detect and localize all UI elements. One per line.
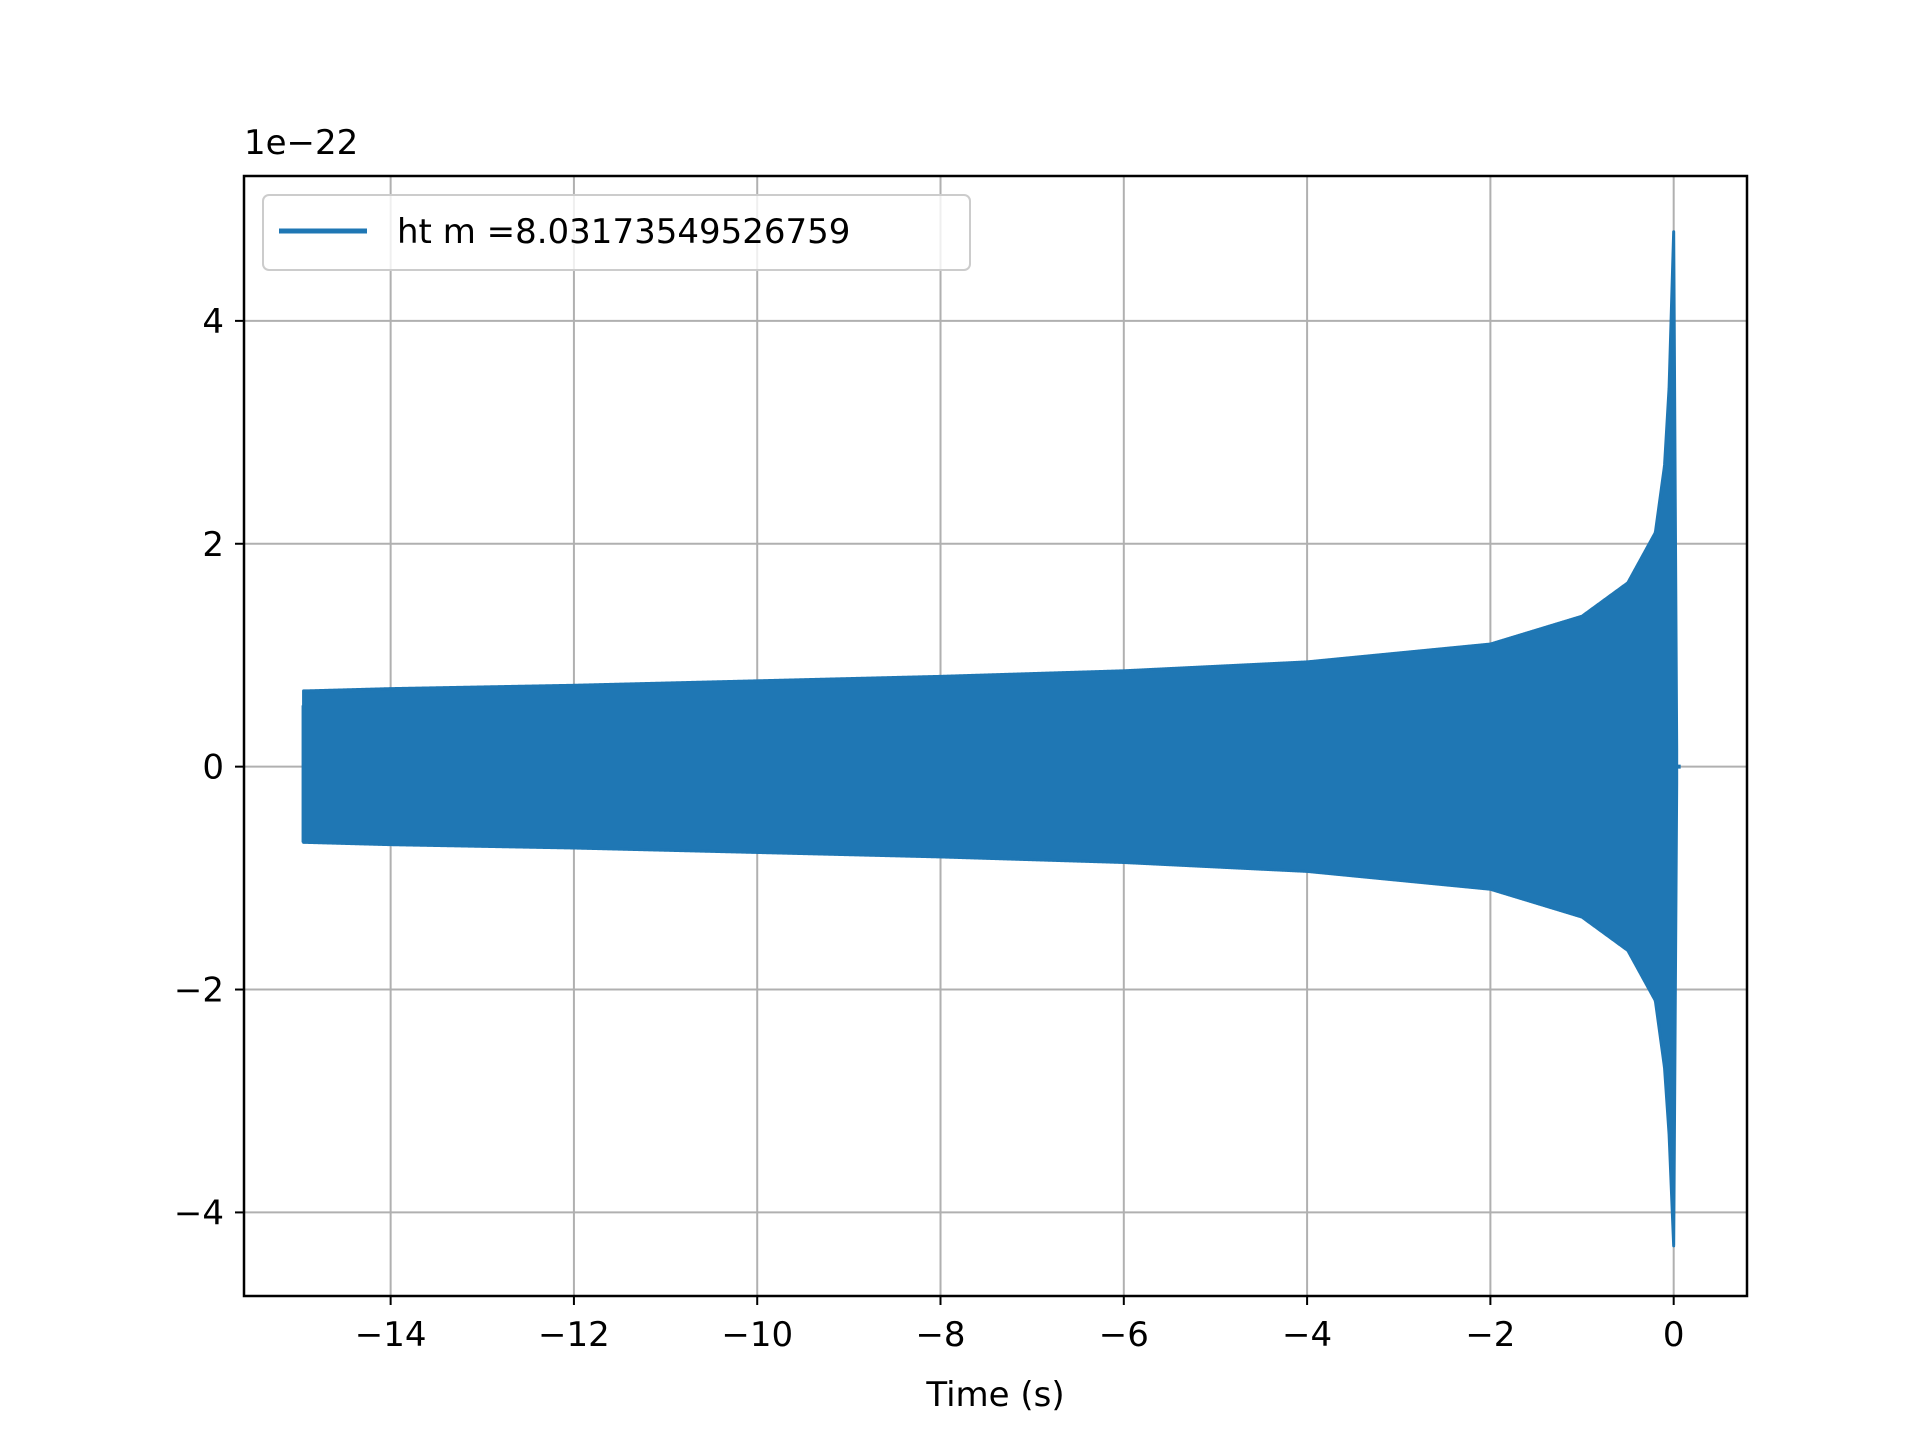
series-layer [301,230,1681,1248]
y-tick-label: −2 [174,971,224,1011]
y-tick-label: 0 [202,748,224,788]
y-tick-label: −4 [174,1193,224,1233]
x-tick-label: 0 [1663,1315,1685,1355]
y-tick-label: 4 [202,302,224,342]
x-tick-label: −6 [1099,1315,1149,1355]
waveform-series [302,230,1679,1248]
x-tick-label: −2 [1465,1315,1515,1355]
legend-box [262,194,971,271]
plot-frame [242,174,1749,1298]
tick-layer: −14 −12 −10 −8 −6 −4 −2 0 −4 −2 0 2 4 [174,302,1685,1355]
x-axis-label: Time (s) [925,1375,1064,1415]
x-tick-label: −14 [355,1315,427,1355]
y-offset-label: 1e−22 [244,123,358,163]
y-tick-label: 2 [202,525,224,565]
x-tick-label: −12 [538,1315,610,1355]
legend: ht m =8.03173549526759 [262,194,971,271]
x-tick-label: −4 [1282,1315,1332,1355]
x-tick-label: −8 [915,1315,965,1355]
legend-entry-label: ht m =8.03173549526759 [397,212,850,252]
x-tick-label: −10 [721,1315,793,1355]
